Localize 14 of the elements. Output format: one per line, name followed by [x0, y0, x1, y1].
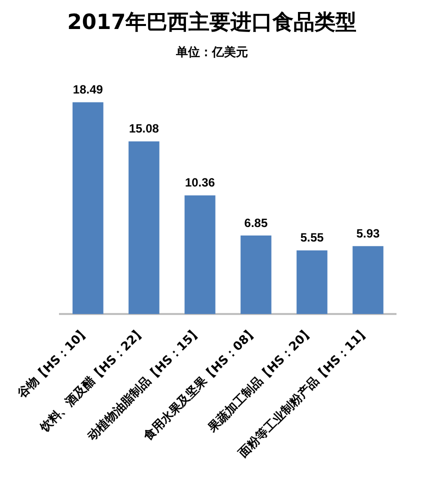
bar	[352, 246, 384, 314]
bar	[72, 102, 104, 314]
data-label: 18.49	[72, 82, 104, 97]
data-label: 5.55	[300, 230, 324, 245]
bar	[240, 236, 272, 314]
data-label: 6.85	[244, 216, 268, 230]
bar	[296, 250, 328, 314]
data-label: 15.08	[128, 122, 160, 136]
bar	[184, 195, 216, 314]
data-label: 5.93	[356, 226, 380, 240]
chart-title: 2017年巴西主要进口食品类型	[66, 9, 358, 36]
bar	[128, 141, 160, 314]
data-label: 10.36	[184, 176, 216, 190]
chart-subtitle: 单位：亿美元	[175, 44, 249, 61]
